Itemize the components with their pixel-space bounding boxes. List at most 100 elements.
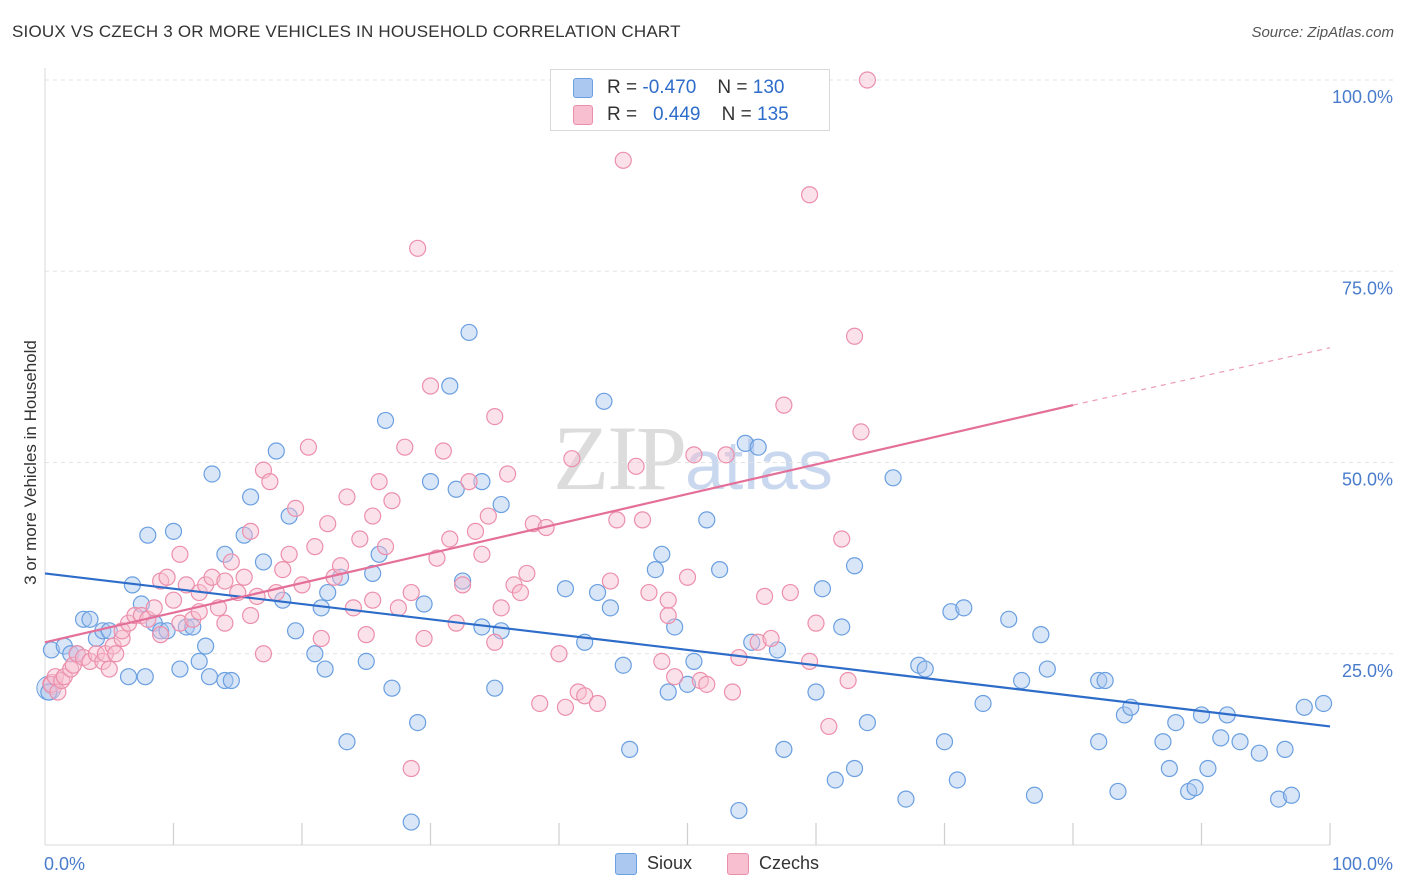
sioux-point (1276, 740, 1294, 758)
czechs-point (839, 671, 857, 690)
sioux-point (203, 465, 221, 483)
sioux-point (1250, 744, 1268, 762)
czechs-point (486, 408, 504, 426)
sioux-point (897, 790, 915, 808)
sioux-point (216, 671, 234, 690)
legend-n-value: 135 (757, 104, 789, 125)
sioux-point (319, 583, 337, 602)
czechs-point (357, 626, 375, 644)
legend-r-label: R = (607, 77, 638, 98)
czechs-point (402, 759, 420, 778)
czechs-point (473, 545, 491, 563)
sioux-point (948, 771, 966, 789)
sioux-point (222, 671, 240, 690)
sioux-point (460, 323, 478, 342)
czechs-point (319, 515, 337, 533)
watermark-zip: ZIP (553, 407, 687, 509)
legend-r-value: -0.470 (642, 77, 697, 98)
sioux-swatch (573, 78, 593, 98)
czechs-point (242, 606, 260, 625)
czechs-point (717, 446, 735, 464)
czechs-point (389, 599, 407, 617)
y-tick-label: 100.0% (1332, 87, 1393, 107)
y-axis-title: 3 or more Vehicles in Household (21, 340, 40, 585)
czechs-point (499, 465, 517, 483)
czechs-point (396, 438, 414, 456)
czechs-point (479, 507, 497, 525)
czechs-point (749, 633, 767, 651)
sioux-point (711, 560, 729, 579)
sioux-point (74, 610, 93, 628)
sioux-point (421, 473, 440, 491)
correlation-legend: R = -0.470 N = 130 R = 0.449 N = 135 (550, 69, 830, 131)
czechs-point (306, 538, 324, 556)
sioux-point (454, 572, 472, 590)
sioux-point (152, 622, 170, 640)
czechs-point (152, 626, 170, 644)
sioux-point (685, 652, 703, 671)
czechs-point (351, 530, 369, 548)
legend-n-label: N = (717, 77, 748, 98)
sioux-point (813, 580, 832, 598)
czechs-point (633, 511, 652, 529)
sioux-point (556, 580, 575, 598)
sioux-point (1186, 779, 1204, 797)
czechs-point (550, 645, 568, 663)
sioux-point (935, 733, 954, 751)
sioux-point (383, 679, 401, 697)
czechs-point (299, 438, 318, 456)
czechs-point (678, 568, 697, 586)
czechs-point (659, 591, 677, 609)
sioux-point (254, 553, 273, 571)
sioux-point (1295, 698, 1313, 716)
czechs-point (852, 423, 870, 441)
czechs-trend-line (44, 404, 1074, 644)
sioux-point (698, 511, 716, 529)
czechs-point (242, 522, 260, 540)
czechs-point (833, 530, 851, 548)
legend-n-value: 130 (752, 77, 785, 98)
sioux-point (646, 560, 664, 579)
sioux-point (1096, 671, 1114, 690)
czechs-point (280, 545, 298, 563)
sioux-point (42, 641, 61, 659)
sioux-point (415, 595, 433, 613)
czechs-point (755, 587, 774, 605)
y-tick-label: 75.0% (1342, 278, 1393, 298)
sioux-point (614, 656, 632, 674)
czechs-point (781, 583, 799, 602)
czechs-point (203, 568, 221, 586)
czechs-point (274, 560, 292, 579)
sioux-point (1269, 790, 1288, 808)
sioux-point (1109, 782, 1127, 801)
czechs-point (415, 629, 433, 648)
czechs-point (158, 568, 176, 586)
czechs-swatch (727, 853, 749, 875)
czechs-point (434, 442, 452, 460)
czechs-point (344, 599, 362, 617)
czechs-point (511, 583, 530, 602)
czechs-point (640, 583, 658, 602)
czechs-point (486, 633, 504, 651)
sioux-point (659, 683, 677, 701)
czechs-point (428, 549, 446, 567)
sioux-point (136, 668, 154, 686)
czechs-point (627, 457, 645, 475)
sioux-point (1314, 694, 1333, 713)
czechs-point (601, 572, 620, 590)
czechs-point (608, 511, 626, 529)
czechs-point (614, 151, 632, 169)
czechs-point (107, 645, 125, 663)
czechs-point (312, 629, 330, 648)
sioux-point (1160, 759, 1178, 778)
sioux-swatch (615, 853, 637, 875)
y-tick-label: 50.0% (1342, 470, 1393, 490)
sioux-point (730, 801, 748, 820)
legend-n-label: N = (721, 104, 752, 125)
watermark: ZIPatlas (553, 405, 833, 511)
sioux-point (1038, 660, 1056, 678)
czechs-point (383, 492, 401, 510)
czechs-point (248, 587, 266, 605)
sioux-point (653, 545, 671, 563)
sioux-point (190, 652, 208, 671)
